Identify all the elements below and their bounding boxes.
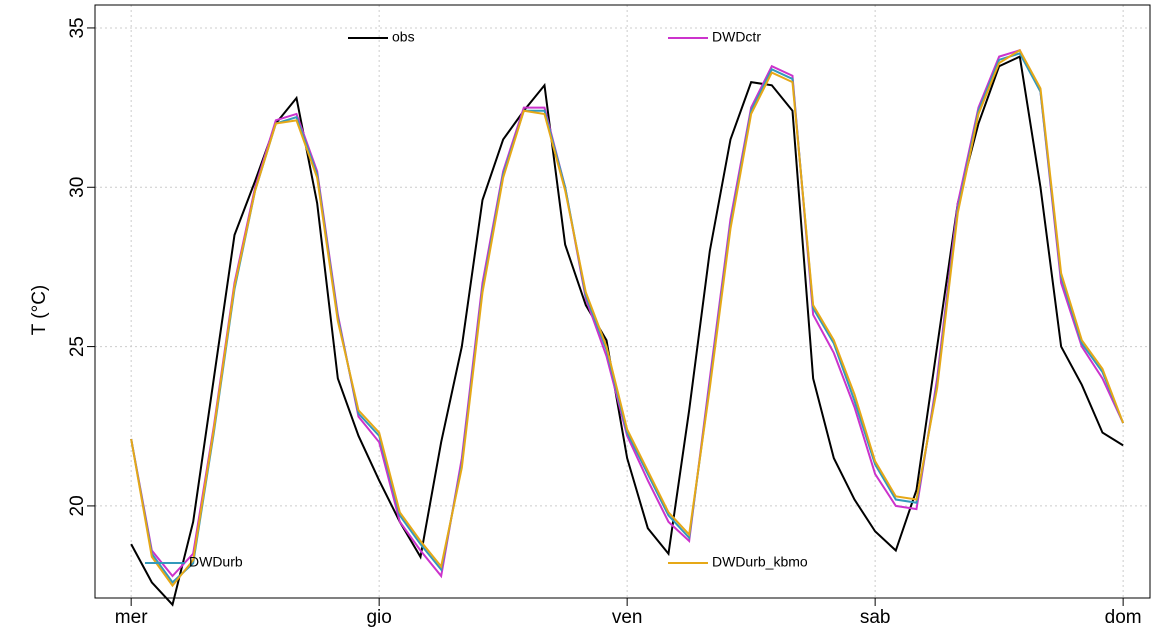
series-line xyxy=(130,49,1125,579)
x-tick-label: sab xyxy=(860,607,891,628)
series-line xyxy=(130,48,1125,588)
y-tick-label: 35 xyxy=(67,17,88,38)
legend-label: DWDurb_kbmo xyxy=(712,554,808,570)
x-tick-label: gio xyxy=(366,607,391,628)
y-tick-label: 25 xyxy=(67,336,88,357)
y-tick-label: 30 xyxy=(67,177,88,198)
y-tick-label: 20 xyxy=(67,495,88,516)
legend-label: DWDurb xyxy=(189,554,243,570)
x-tick-label: dom xyxy=(1105,607,1142,628)
legend-label: DWDctr xyxy=(712,29,761,45)
plot-frame xyxy=(94,4,1151,599)
y-axis-label: T (°C) xyxy=(29,285,50,336)
x-tick-label: ven xyxy=(612,607,643,628)
x-tick-label: mer xyxy=(115,607,148,628)
legend-label: obs xyxy=(392,29,415,45)
